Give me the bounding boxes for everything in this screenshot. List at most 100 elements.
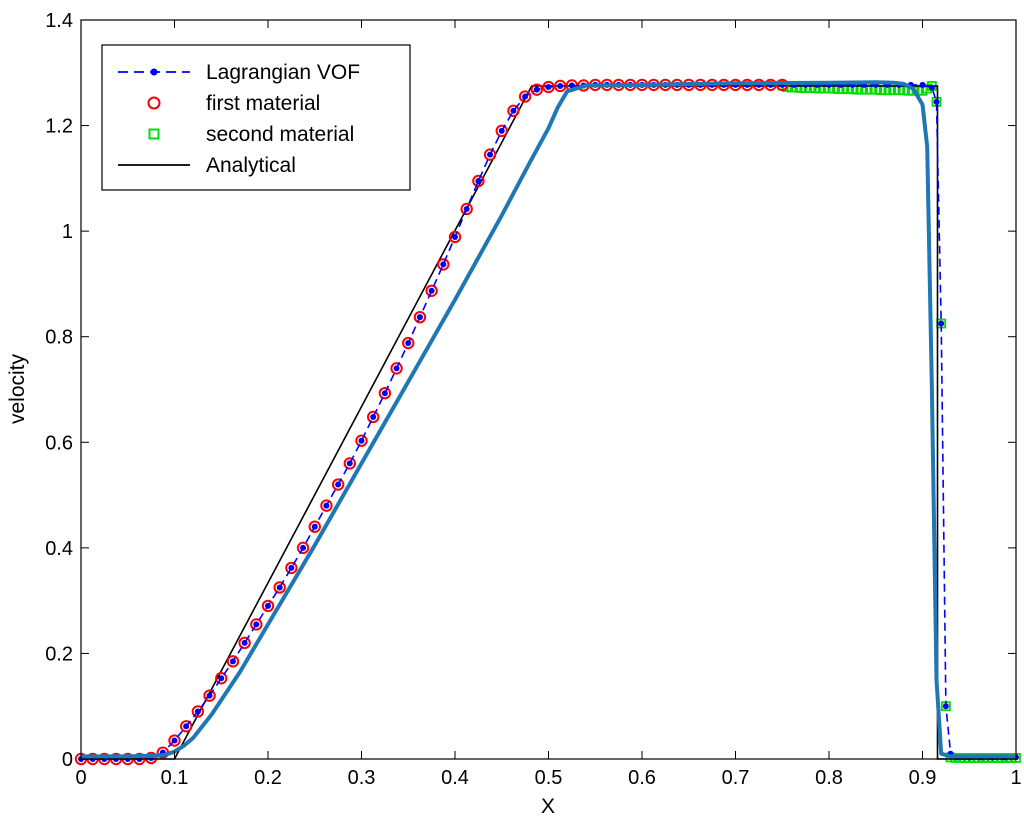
y-tick-label: 0	[62, 749, 73, 771]
legend-item: Analytical	[118, 154, 296, 177]
first-material-marker	[542, 80, 555, 94]
first-material-marker	[413, 310, 427, 324]
x-tick-label: 0.1	[161, 767, 189, 789]
lagrangian-vof-marker	[522, 93, 529, 100]
first-material-marker	[343, 457, 357, 470]
y-tick-label: 0.4	[45, 538, 73, 560]
lagrangian-vof-marker	[206, 692, 213, 699]
lagrangian-vof-marker	[241, 639, 248, 646]
lagrangian-vof-marker	[335, 481, 342, 488]
first-material-marker	[495, 124, 508, 138]
first-material-marker	[308, 520, 321, 533]
y-tick-label: 0.8	[45, 327, 73, 349]
first-material-marker	[518, 90, 532, 103]
x-tick-label: 0.4	[441, 767, 469, 789]
first-material-marker	[331, 478, 345, 491]
legend-label: Lagrangian VOF	[206, 61, 360, 84]
first-material-marker	[437, 258, 450, 271]
y-tick-label: 1	[62, 221, 73, 243]
first-material-marker	[460, 202, 473, 216]
lagrangian-vof-marker	[405, 340, 412, 347]
first-material-marker	[472, 174, 485, 188]
lagrangian-vof-marker	[557, 82, 564, 89]
lagrangian-vof-marker	[253, 621, 260, 628]
first-material-marker	[285, 561, 298, 575]
lagrangian-vof-marker	[358, 437, 365, 444]
first-material-marker	[296, 541, 310, 555]
first-material-marker	[448, 230, 462, 244]
lagrangian-vof-marker	[928, 84, 935, 91]
y-tick-label: 1.4	[45, 10, 73, 32]
first-material-marker	[402, 336, 415, 350]
lagrangian-vof-marker	[919, 81, 926, 88]
lagrangian-vof-marker	[171, 737, 178, 744]
legend-item: second material	[148, 123, 354, 146]
first-material-marker	[226, 655, 240, 668]
legend-swatch-marker	[150, 68, 158, 76]
first-material-marker	[425, 284, 438, 297]
first-material-marker	[366, 410, 380, 424]
legend-label: second material	[206, 123, 354, 146]
lagrangian-vof-marker	[194, 708, 201, 715]
lagrangian-vof-marker	[218, 675, 225, 682]
lagrangian-vof-marker	[498, 127, 505, 134]
lagrangian-vof-marker	[276, 584, 283, 591]
y-tick-label: 0.2	[45, 643, 73, 665]
lagrangian-vof-marker	[933, 98, 940, 105]
first-material-marker	[320, 499, 333, 512]
y-axis-label: velocity	[6, 353, 29, 424]
legend-item: Lagrangian VOF	[118, 61, 360, 84]
x-tick-label: 0.2	[254, 767, 282, 789]
lagrangian-vof-marker	[416, 314, 423, 321]
first-material-marker	[250, 618, 263, 631]
lagrangian-vof-marker	[938, 320, 945, 327]
first-material-marker	[215, 672, 228, 685]
lagrangian-vof-marker	[346, 460, 353, 467]
first-material-marker	[355, 434, 368, 447]
first-material-marker	[483, 148, 497, 161]
lagrangian-vof-marker	[440, 261, 447, 268]
lagrangian-vof-marker	[265, 602, 271, 609]
first-material-marker	[530, 83, 544, 96]
lagrangian-vof-marker	[311, 523, 318, 530]
first-material-marker	[378, 386, 392, 400]
lagrangian-vof-marker	[381, 390, 388, 397]
legend-item: first material	[147, 92, 320, 115]
lagrangian-vof-marker	[510, 107, 517, 114]
first-material-marker	[390, 362, 403, 375]
lagrangian-vof-marker	[300, 544, 307, 551]
lagrangian-vof-marker	[370, 413, 377, 420]
x-tick-label: 0.3	[348, 767, 376, 789]
x-tick-label: 0	[75, 767, 86, 789]
legend: Lagrangian VOF first material second mater…	[101, 44, 411, 191]
reference-curve	[81, 80, 1016, 759]
first-material-marker	[203, 689, 216, 702]
first-material-marker	[191, 705, 205, 718]
x-tick-label: 0.5	[535, 767, 563, 789]
first-material-marker	[168, 734, 181, 747]
lagrangian-vof-marker	[942, 703, 949, 710]
legend-swatch-marker	[148, 128, 160, 140]
x-tick-label: 0.8	[815, 767, 843, 789]
y-tick-label: 1.2	[45, 116, 73, 138]
first-material-marker	[507, 104, 520, 117]
legend-label: Analytical	[206, 154, 296, 177]
x-axis-label: X	[541, 795, 555, 818]
lagrangian-vof-marker	[393, 365, 400, 372]
x-tick-label: 0.6	[628, 767, 656, 789]
lagrangian-vof-marker	[568, 82, 575, 89]
x-tick-label: 1	[1010, 767, 1021, 789]
lagrangian-vof-marker	[323, 502, 330, 509]
first-material-marker	[261, 599, 275, 613]
lagrangian-vof-marker	[545, 84, 552, 91]
lagrangian-vof-marker	[288, 564, 295, 571]
first-material-marker	[238, 636, 251, 650]
legend-label: first material	[206, 92, 320, 115]
lagrangian-vof-marker	[533, 86, 540, 93]
first-material-marker	[273, 581, 286, 594]
lagrangian-vof-marker	[183, 723, 190, 730]
first-material-marker	[179, 720, 193, 733]
y-tick-label: 0.6	[45, 432, 73, 454]
x-tick-label: 0.7	[722, 767, 750, 789]
